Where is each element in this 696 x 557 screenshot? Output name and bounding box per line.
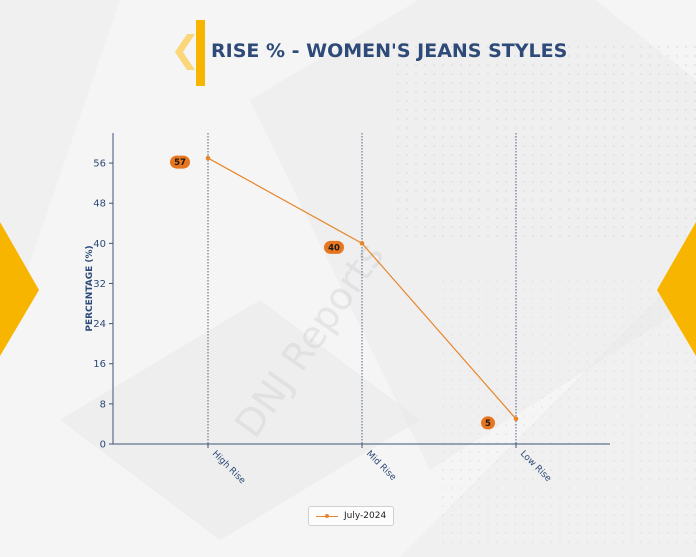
y-tick-label: 0 <box>100 440 106 451</box>
y-tick-label: 32 <box>93 279 106 290</box>
x-tick-label: High Rise <box>210 449 247 486</box>
y-tick-label: 56 <box>93 159 106 170</box>
y-axis-label: PERCENTAGE (%) <box>85 245 95 331</box>
legend: July-2024 <box>308 506 395 526</box>
page-title: RISE % - WOMEN'S JEANS STYLES <box>211 40 568 62</box>
data-label: 57 <box>174 158 186 168</box>
data-label: 40 <box>328 243 340 253</box>
grid <box>207 133 517 444</box>
watermark: DNJ Reports <box>226 234 392 445</box>
y-tick-label: 40 <box>93 239 106 250</box>
data-label: 5 <box>485 419 491 429</box>
x-tick-label: Mid Rise <box>364 449 398 483</box>
right-accent-triangle <box>657 222 696 356</box>
data-point-high-rise <box>205 155 211 161</box>
y-tick-label: 16 <box>93 359 106 370</box>
legend-label: July-2024 <box>344 511 387 521</box>
left-accent-triangle <box>0 222 39 356</box>
y-tick-label: 48 <box>93 199 106 210</box>
data-labels: 57 40 5 <box>170 155 495 430</box>
data-label-badge <box>324 240 344 254</box>
y-tick-label: 8 <box>100 399 106 410</box>
y-tick-label: 24 <box>93 319 106 330</box>
legend-swatch <box>316 511 338 521</box>
data-label-badge <box>481 416 495 430</box>
series-july-2024 <box>205 155 519 422</box>
data-label-badge <box>170 155 190 169</box>
data-point-mid-rise <box>359 241 365 246</box>
x-tick-label: Low Rise <box>518 449 553 484</box>
data-point-low-rise <box>513 416 519 422</box>
